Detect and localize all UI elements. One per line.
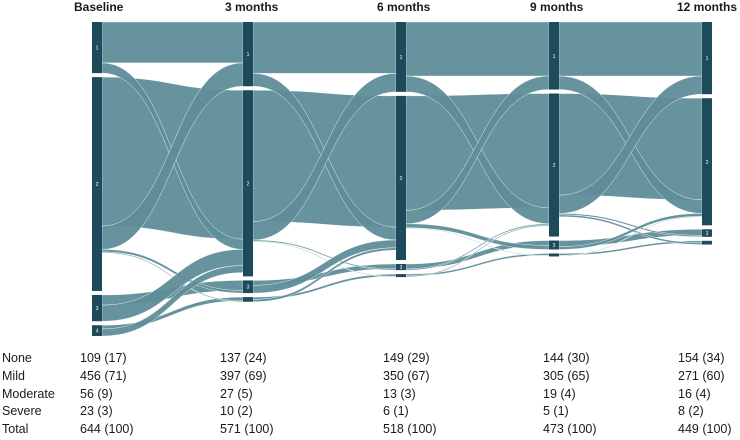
node-t4-level-3 bbox=[702, 229, 712, 237]
node-label-t1-level-1: 1 bbox=[247, 52, 250, 58]
node-label-t2-level-3: 3 bbox=[400, 265, 403, 271]
table-cell: 27 (5) bbox=[220, 386, 253, 401]
row-label: Total bbox=[2, 422, 29, 437]
timepoint-label-12-months: 12 months bbox=[677, 0, 738, 14]
sankey-plot: 1 2 3 4 1 2 3 1 2 3 1 2 3 1 2 3 bbox=[92, 21, 712, 337]
timepoint-label-9-months: 9 months bbox=[530, 0, 584, 14]
flow-link-t0-1-to-1 bbox=[101, 21, 244, 64]
table-cell: 23 (3) bbox=[80, 404, 113, 419]
summary-table: None 109 (17) 137 (24) 149 (29) 144 (30)… bbox=[0, 350, 738, 439]
flow-link-t3-2-to-1 bbox=[558, 75, 703, 214]
flow-link-t3-1-to-1 bbox=[558, 21, 703, 77]
flow-link-t2-2-to-3 bbox=[405, 223, 550, 250]
table-row: Moderate 56 (9) 27 (5) 13 (3) 19 (4) 16 … bbox=[0, 386, 738, 404]
table-row: Mild 456 (71) 397 (69) 350 (67) 305 (65)… bbox=[0, 368, 738, 386]
node-label-t4-level-1: 1 bbox=[706, 56, 709, 62]
table-row: Total 644 (100) 571 (100) 518 (100) 473 … bbox=[0, 421, 738, 439]
table-cell: 16 (4) bbox=[678, 386, 711, 401]
table-cell: 350 (67) bbox=[383, 368, 430, 383]
table-cell: 271 (60) bbox=[678, 368, 725, 383]
node-label-t0-level-3: 3 bbox=[96, 306, 99, 312]
table-cell: 10 (2) bbox=[220, 404, 253, 419]
node-t0-level-2 bbox=[92, 77, 102, 291]
timepoint-label-6-months: 6 months bbox=[377, 0, 431, 14]
node-t3-level-1 bbox=[549, 22, 559, 90]
table-cell: 154 (34) bbox=[678, 351, 725, 365]
flow-link-t2-2-to-1 bbox=[405, 75, 550, 225]
node-t3-level-2 bbox=[549, 93, 559, 237]
node-t4-level-4 bbox=[702, 240, 712, 245]
node-t2-level-4 bbox=[396, 274, 406, 278]
table-cell: 19 (4) bbox=[543, 386, 576, 401]
node-label-t0-level-2: 2 bbox=[96, 182, 99, 188]
node-label-t4-level-2: 2 bbox=[706, 160, 709, 166]
table-cell: 137 (24) bbox=[220, 351, 267, 365]
flow-link-t1-2-to-1 bbox=[252, 73, 397, 241]
table-cell: 571 (100) bbox=[220, 422, 274, 437]
node-t2-level-1 bbox=[396, 22, 406, 92]
node-t4-level-2 bbox=[702, 98, 712, 226]
row-label: Severe bbox=[2, 404, 42, 419]
table-cell: 109 (17) bbox=[80, 351, 127, 365]
node-t1-level-1 bbox=[243, 22, 253, 87]
flow-link-t3-2-to-4 bbox=[558, 214, 703, 245]
node-t1-level-4 bbox=[243, 297, 253, 302]
table-cell: 449 (100) bbox=[678, 422, 732, 437]
table-cell: 305 (65) bbox=[543, 368, 590, 383]
node-label-t3-level-3: 3 bbox=[553, 243, 556, 249]
table-row: Severe 23 (3) 10 (2) 6 (1) 5 (1) 8 (2) bbox=[0, 403, 738, 421]
table-cell: 456 (71) bbox=[80, 368, 127, 383]
node-t0-level-1 bbox=[92, 22, 102, 74]
node-label-t2-level-1: 1 bbox=[400, 55, 403, 61]
table-cell: 149 (29) bbox=[383, 351, 430, 365]
flow-links bbox=[101, 21, 703, 337]
sankey-chart: Baseline 3 months 6 months 9 months 12 m… bbox=[74, 0, 738, 337]
node-t0-level-4 bbox=[92, 325, 102, 336]
node-t1-level-3 bbox=[243, 280, 253, 294]
table-cell: 397 (69) bbox=[220, 368, 267, 383]
node-label-t1-level-3: 3 bbox=[247, 285, 250, 291]
node-label-t3-level-1: 1 bbox=[553, 54, 556, 60]
table-cell: 6 (1) bbox=[383, 404, 409, 419]
node-label-t3-level-2: 2 bbox=[553, 163, 556, 169]
node-label-t4-level-3: 3 bbox=[706, 231, 709, 237]
node-label-t2-level-2: 2 bbox=[400, 176, 403, 182]
node-t1-level-2 bbox=[243, 90, 253, 277]
flow-link-t0-2-to-3 bbox=[101, 249, 244, 294]
node-t2-level-3 bbox=[396, 264, 406, 271]
flow-link-t2-4-to-2 bbox=[405, 224, 550, 278]
table-cell: 644 (100) bbox=[80, 422, 134, 437]
table-cell: 56 (9) bbox=[80, 386, 113, 401]
node-label-t0-level-1: 1 bbox=[96, 46, 99, 52]
node-t4-level-1 bbox=[702, 22, 712, 95]
table-cell: 5 (1) bbox=[543, 404, 569, 419]
state-nodes: 1 2 3 4 1 2 3 1 2 3 1 2 3 1 2 3 bbox=[92, 22, 712, 336]
table-cell: 144 (30) bbox=[543, 351, 590, 365]
node-label-t0-level-4: 4 bbox=[96, 329, 99, 335]
row-label: Moderate bbox=[2, 386, 55, 401]
node-t3-level-4 bbox=[549, 253, 559, 257]
flow-link-t2-1-to-1 bbox=[405, 21, 550, 77]
node-t0-level-3 bbox=[92, 294, 102, 322]
node-label-t1-level-2: 2 bbox=[247, 181, 250, 187]
node-t3-level-3 bbox=[549, 240, 559, 250]
flow-link-t1-1-to-1 bbox=[252, 21, 397, 74]
table-cell: 13 (3) bbox=[383, 386, 416, 401]
table-cell: 473 (100) bbox=[543, 422, 597, 437]
table-cell: 8 (2) bbox=[678, 404, 704, 419]
timepoint-label-3-months: 3 months bbox=[225, 0, 279, 14]
row-label: None bbox=[2, 351, 32, 365]
node-t2-level-2 bbox=[396, 95, 406, 261]
table-row: None 109 (17) 137 (24) 149 (29) 144 (30)… bbox=[0, 350, 738, 368]
timepoint-label-baseline: Baseline bbox=[74, 0, 124, 14]
table-cell: 518 (100) bbox=[383, 422, 437, 437]
row-label: Mild bbox=[2, 368, 25, 383]
